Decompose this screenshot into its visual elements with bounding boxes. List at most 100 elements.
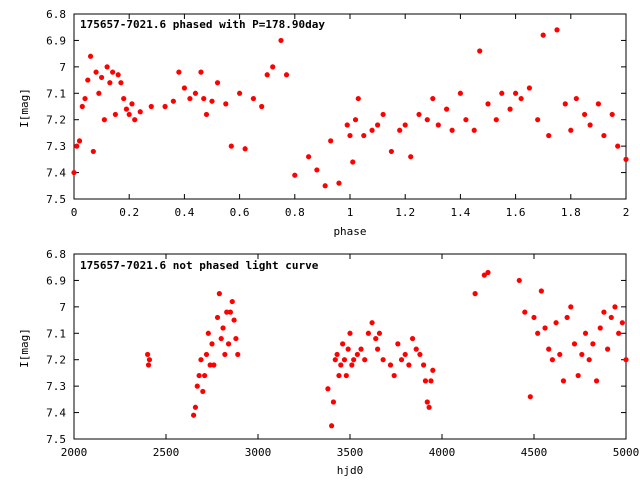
data-point <box>349 362 355 368</box>
data-point <box>531 314 537 321</box>
data-point <box>351 357 357 363</box>
data-point <box>344 122 350 128</box>
data-point <box>191 412 197 418</box>
data-point <box>121 95 127 102</box>
data-point <box>616 330 622 336</box>
data-point <box>198 69 204 75</box>
data-point <box>375 346 381 352</box>
data-point <box>564 314 570 321</box>
data-point <box>579 351 585 358</box>
data-point <box>237 90 243 96</box>
x-tick-label: 1.6 <box>506 206 526 219</box>
data-point <box>522 309 528 315</box>
data-point <box>71 169 77 176</box>
data-point <box>200 388 206 395</box>
data-point <box>615 143 621 149</box>
data-point <box>93 69 99 75</box>
data-point <box>345 346 351 352</box>
data-point <box>444 106 450 112</box>
data-point <box>516 277 522 284</box>
data-point <box>87 53 94 59</box>
y-tick-label: 7.2 <box>46 114 66 127</box>
data-point <box>619 320 625 326</box>
y-tick-label: 7.5 <box>46 193 66 206</box>
data-point <box>608 314 614 321</box>
y-tick-label: 6.9 <box>46 34 66 47</box>
data-point <box>361 132 367 139</box>
data-point <box>250 95 256 102</box>
x-tick-label: 1.2 <box>395 206 415 219</box>
data-point <box>481 272 487 278</box>
x-tick-label: 0.4 <box>174 206 194 219</box>
data-point <box>211 362 217 368</box>
y-tick-label: 6.9 <box>46 274 66 287</box>
data-point <box>612 304 618 310</box>
data-point <box>96 90 102 96</box>
data-point <box>203 111 210 118</box>
data-point <box>422 378 429 384</box>
data-point <box>115 72 121 78</box>
data-point <box>306 154 312 160</box>
data-point <box>194 383 200 389</box>
y-tick-label: 7.3 <box>46 140 66 153</box>
y-tick-label: 7.2 <box>46 354 66 367</box>
data-point <box>223 101 229 107</box>
phased-light-curve-panel: 175657-7021.6 phased with P=178.90day ph… <box>18 8 629 238</box>
data-point <box>397 127 403 133</box>
data-point <box>538 288 544 294</box>
x-tick-label: 2500 <box>153 446 180 459</box>
data-point <box>330 399 337 405</box>
data-point <box>595 101 602 107</box>
data-point <box>449 127 455 133</box>
data-point <box>568 127 574 133</box>
data-point <box>209 98 215 104</box>
data-point <box>222 351 228 358</box>
data-point <box>546 346 552 352</box>
data-point <box>457 90 463 96</box>
data-point <box>424 117 430 123</box>
data-point <box>352 117 359 123</box>
data-point <box>340 341 346 347</box>
data-point <box>430 95 436 102</box>
data-point <box>398 357 405 363</box>
x-tick-label: 5000 <box>613 446 640 459</box>
data-point <box>358 346 364 352</box>
data-point <box>104 64 110 70</box>
data-point <box>477 48 483 54</box>
data-point <box>402 351 408 358</box>
data-point <box>535 117 541 123</box>
data-point <box>421 362 427 368</box>
data-point <box>325 386 331 392</box>
chart-title-phased: 175657-7021.6 phased with P=178.90day <box>80 18 325 31</box>
data-point <box>355 95 361 102</box>
data-point <box>99 74 105 81</box>
data-point <box>375 122 381 128</box>
data-point <box>198 357 204 363</box>
data-point <box>416 111 422 118</box>
data-point <box>162 103 168 110</box>
data-point <box>264 72 270 78</box>
data-point <box>242 146 248 152</box>
data-point <box>549 357 556 363</box>
data-point <box>278 37 284 44</box>
data-point <box>380 111 386 118</box>
data-point <box>408 154 414 160</box>
data-point <box>518 95 524 102</box>
data-point <box>334 351 340 358</box>
x-tick-label: 4000 <box>429 446 456 459</box>
y-axis-label-mag: I[mag] <box>18 88 31 128</box>
data-point <box>270 64 276 70</box>
data-point <box>332 357 338 363</box>
data-point <box>205 330 211 336</box>
data-point <box>118 80 124 86</box>
data-point <box>582 330 589 336</box>
data-point <box>586 357 592 363</box>
data-point <box>227 309 233 315</box>
data-point <box>573 95 579 102</box>
data-point <box>338 362 344 368</box>
data-point <box>597 325 603 331</box>
data-point <box>207 362 213 368</box>
y-tick-label: 7 <box>59 301 66 314</box>
data-point <box>74 143 80 149</box>
